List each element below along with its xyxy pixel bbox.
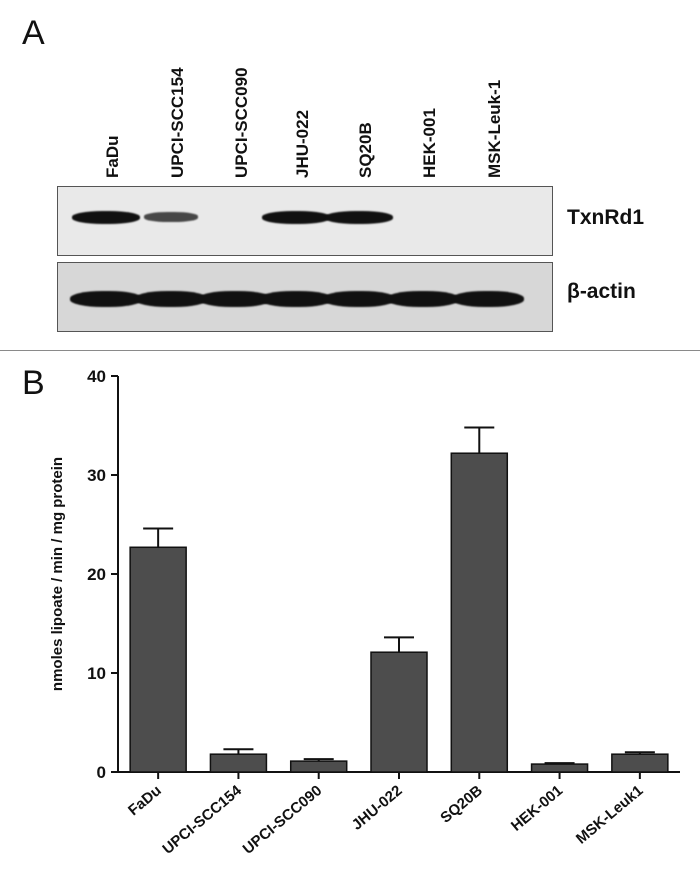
y-tick-label: 10 [87, 664, 106, 683]
blot-band [199, 291, 271, 307]
blot-band [325, 210, 393, 224]
panel-divider [0, 350, 700, 351]
blot-band [144, 212, 198, 222]
blot-band [70, 291, 142, 307]
txnrd1-blot [57, 186, 553, 256]
txnrd1-label: TxnRd1 [567, 206, 645, 229]
actin-label: β-actin [567, 280, 636, 303]
blot-band [260, 291, 332, 307]
blot-band [452, 291, 524, 307]
x-tick-label: UPCI-SCC154 [159, 782, 245, 858]
x-tick-label: JHU-022 [349, 782, 406, 834]
y-tick-label: 30 [87, 466, 106, 485]
x-tick-label: FaDu [125, 782, 165, 819]
y-axis-label: nmoles lipoate / min / mg protein [49, 457, 66, 691]
bar [370, 651, 428, 773]
bar [530, 763, 589, 773]
x-tick-label: MSK-Leuk1 [573, 782, 647, 848]
lane-label: HEK-001 [420, 108, 439, 178]
blot-band [72, 210, 140, 224]
bar [611, 753, 669, 773]
lane-label: UPCI-SCC090 [232, 67, 251, 178]
panel-b-label: B [22, 364, 45, 402]
x-tick-label: HEK-001 [508, 782, 566, 835]
y-tick-label: 0 [97, 763, 106, 782]
bar [209, 753, 268, 773]
blot-band [135, 291, 207, 307]
blot-band [323, 291, 395, 307]
actin-blot [57, 262, 553, 332]
lane-label: UPCI-SCC154 [168, 67, 187, 178]
bar [289, 760, 348, 773]
x-tick-label: UPCI-SCC090 [240, 782, 326, 858]
blot-band [262, 210, 330, 224]
x-tick-label: SQ20B [437, 782, 486, 827]
bar [129, 546, 187, 773]
lane-label: JHU-022 [293, 109, 312, 178]
lane-label: SQ20B [356, 122, 375, 178]
bar-chart: 0 10 20 30 40 nmoles lipoate / min / mg prote… [49, 367, 680, 858]
blot-band [387, 291, 459, 307]
bar [450, 452, 509, 773]
panel-a-label: A [22, 14, 45, 52]
y-tick-label: 20 [87, 565, 106, 584]
y-tick-label: 40 [87, 367, 106, 386]
lane-label: FaDu [103, 135, 122, 179]
lane-label: MSK-Leuk-1 [485, 79, 504, 178]
